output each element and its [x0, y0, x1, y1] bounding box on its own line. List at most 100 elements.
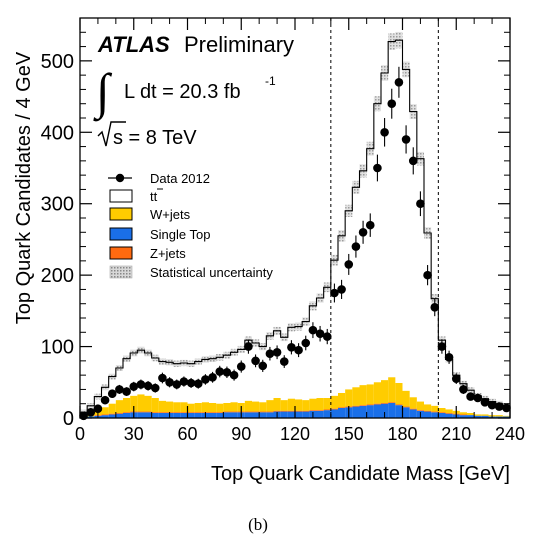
data-point [502, 403, 511, 413]
legend-entry-data: Data 2012 [108, 171, 210, 186]
experiment-tag: Preliminary [184, 32, 294, 57]
axis-ticks: 0 30 60 90 120 150 180 210 240 0 100 200 300 400 500 [41, 18, 525, 444]
data-point [494, 402, 504, 411]
data-point [451, 374, 461, 384]
data-point [408, 156, 418, 166]
ttbar-bin [395, 40, 403, 384]
zjets-bin [123, 412, 131, 413]
singletop-bin [474, 415, 482, 418]
singletop-bin [280, 411, 288, 418]
data-point [394, 77, 404, 87]
x-tick-label: 210 [441, 424, 471, 444]
legend-entry-singletop: Single Top [109, 227, 210, 242]
singletop-bin [381, 403, 389, 418]
data-point [222, 367, 232, 377]
data-point [315, 329, 325, 339]
ttbar-bin [237, 349, 245, 403]
legend-label-uncertainty: Statistical uncertainty [150, 265, 273, 280]
wjets-bin [467, 413, 475, 416]
singletop-bin [438, 413, 446, 418]
wjets-bin [438, 408, 446, 413]
singletop-bin [502, 416, 510, 418]
data-point [251, 356, 260, 366]
zjets-bin [144, 411, 152, 413]
ttbar-bin [316, 298, 324, 398]
zjets-bin [223, 411, 231, 413]
zjets-bin [209, 412, 217, 413]
plot-area [79, 18, 511, 421]
data-point [301, 338, 311, 348]
wjets-bin [395, 383, 403, 405]
ttbar-bin [151, 358, 159, 398]
singletop-bin [223, 412, 231, 418]
singletop-bin [431, 412, 439, 418]
wjets-bin [359, 385, 367, 406]
wjets-bin [273, 398, 281, 411]
energy-text: s = 8 TeV [113, 127, 197, 149]
legend-entry-zjets: Z+jets [109, 246, 186, 261]
zjets-bin [438, 412, 446, 413]
singletop-bin [158, 413, 166, 418]
wjets-bin [266, 400, 274, 412]
singletop-bin [180, 413, 188, 418]
data-point [165, 377, 174, 387]
x-tick-label: 150 [334, 424, 364, 444]
singletop-bin [395, 405, 403, 418]
ttbar-bin [280, 337, 288, 401]
data-point [279, 357, 289, 366]
x-tick-label: 180 [387, 424, 417, 444]
singletop-bin [87, 416, 95, 418]
legend-label-wjets: W+jets [150, 207, 191, 222]
data-point [351, 242, 361, 251]
figure-caption: (b) [248, 515, 268, 534]
wjets-bin [330, 395, 338, 409]
data-point [215, 367, 225, 376]
legend-entry-ttbar: tt [109, 188, 163, 204]
singletop-bin [366, 405, 374, 418]
data-point [401, 135, 411, 144]
singletop-bin [244, 412, 252, 418]
data-point [459, 385, 468, 394]
ttbar-bin [295, 326, 303, 400]
data-point [416, 199, 425, 209]
data-point [93, 404, 103, 414]
data-point [158, 373, 167, 383]
singletop-bin [302, 411, 310, 418]
singletop-bin [108, 414, 116, 418]
ttbar-bin [223, 355, 231, 403]
data-point [186, 378, 196, 388]
singletop-bin [187, 413, 195, 418]
data-point [122, 387, 131, 396]
wjets-bin [194, 403, 202, 413]
zjets-bin [295, 410, 303, 412]
data-point [150, 383, 160, 393]
wjets-bin [180, 402, 188, 413]
singletop-bin [295, 411, 303, 418]
wjets-bin [151, 398, 159, 413]
wjets-bin [244, 400, 252, 412]
data-point [308, 325, 318, 335]
data-point [136, 380, 146, 389]
legend: Data 2012 tt W+jets Single Top Z+jets [108, 171, 273, 280]
zjets-bin [302, 410, 310, 412]
zjets-bin [338, 407, 346, 408]
x-axis-label: Top Quark Candidate Mass [GeV] [211, 463, 510, 485]
x-tick-label: 120 [280, 424, 310, 444]
y-tick-label: 100 [41, 337, 74, 359]
singletop-bin [137, 412, 145, 418]
ttbar-bin [373, 103, 381, 383]
data-point [129, 382, 139, 391]
data-point [193, 379, 203, 389]
data-point [236, 362, 246, 371]
data-point [143, 381, 153, 391]
ttbar-bin [115, 368, 123, 401]
singletop-bin [123, 413, 131, 418]
zjets-bin [194, 412, 202, 413]
zjets-bin [459, 414, 467, 416]
zjets-bin [431, 411, 439, 413]
data-point [294, 345, 303, 355]
data-point [244, 342, 253, 351]
zjets-bin [359, 405, 367, 406]
atlas-label: ATLAS Preliminary [97, 32, 294, 57]
singletop-bin [101, 415, 109, 418]
